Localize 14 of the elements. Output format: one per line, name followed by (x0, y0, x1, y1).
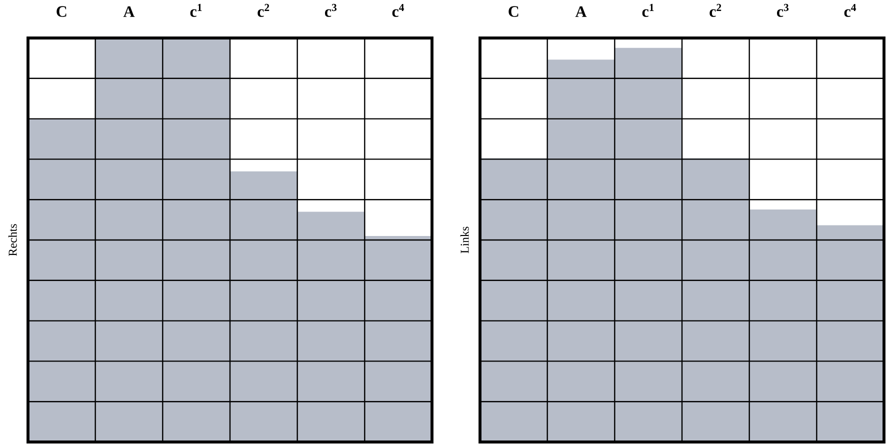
x-tick-label: c$^{3}$ (324, 4, 337, 17)
x-tick-label: C (508, 6, 518, 17)
y-axis-title: Links (460, 226, 469, 254)
x-tick-label: c$^{1}$ (642, 4, 654, 17)
x-tick-label: A (123, 6, 135, 17)
x-tick-label: c$^{4}$ (392, 4, 404, 17)
y-axis-title: Rechts (8, 224, 17, 256)
x-tick-label: c$^{2}$ (258, 4, 270, 17)
x-tick-label: c$^{3}$ (776, 4, 789, 17)
x-tick-label: c$^{2}$ (710, 4, 722, 17)
x-tick-label: c$^{4}$ (844, 4, 856, 17)
x-tick-label: c$^{1}$ (190, 4, 202, 17)
x-tick-label: C (56, 6, 66, 17)
x-tick-label: A (575, 6, 587, 17)
